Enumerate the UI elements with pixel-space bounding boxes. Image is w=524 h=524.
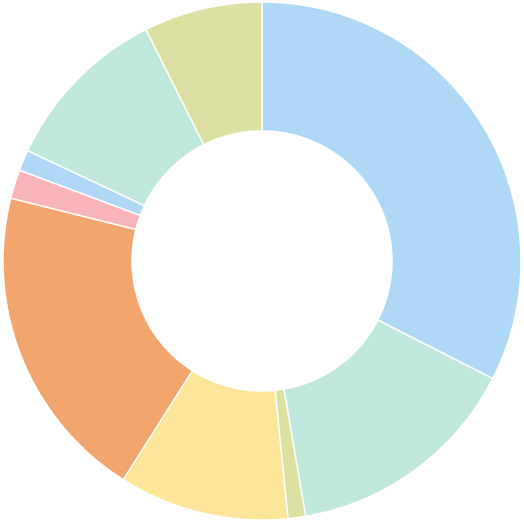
donut-slice bbox=[2, 197, 194, 481]
donut-slice bbox=[261, 1, 522, 380]
donut-slice bbox=[283, 319, 494, 518]
donut-slice bbox=[144, 1, 263, 146]
